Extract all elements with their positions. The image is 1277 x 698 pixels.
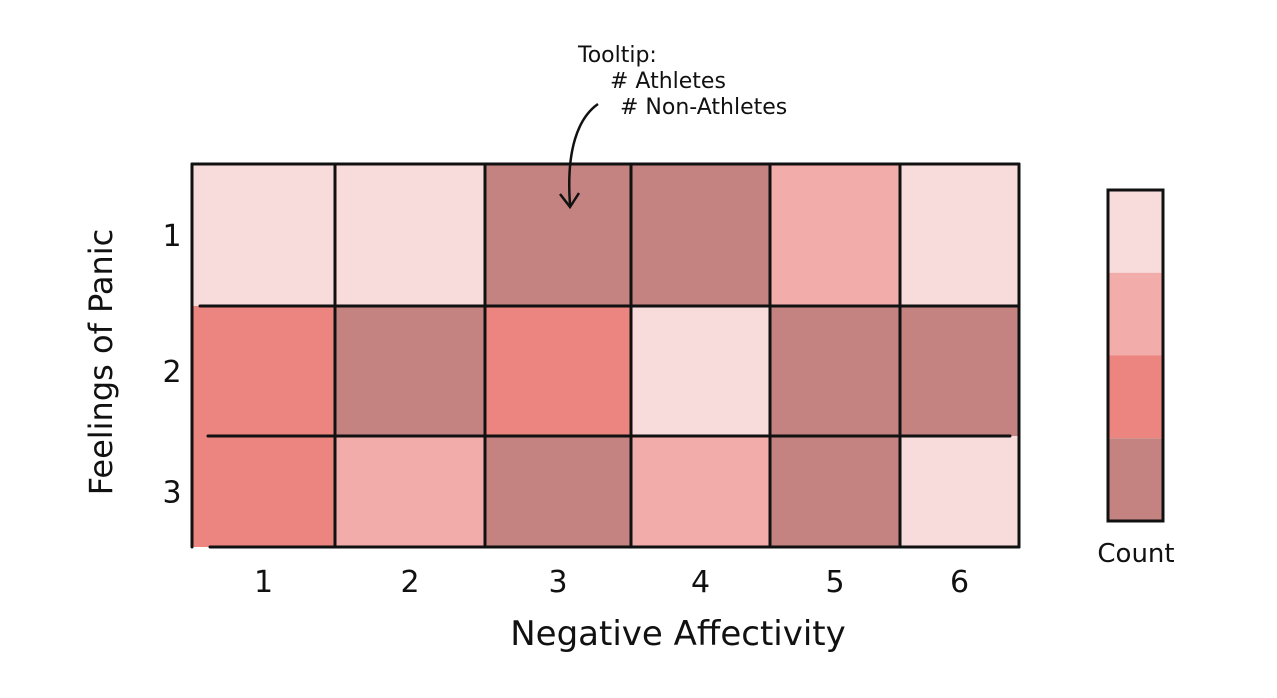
heatmap-cell-r2-c4[interactable] [631, 306, 770, 436]
x-axis-label: Negative Affectivity [510, 614, 845, 654]
annotation-line-3: # Non-Athletes [620, 95, 787, 120]
heatmap-cell-r2-c3[interactable] [485, 306, 631, 436]
heatmap-cell-r3-c2[interactable] [335, 436, 485, 547]
heatmap-cell-r1-c6[interactable] [900, 164, 1019, 306]
y-tick-1: 1 [162, 219, 181, 254]
heatmap-cells [192, 164, 1019, 547]
x-tick-4: 4 [691, 565, 710, 600]
heatmap-cell-r3-c5[interactable] [770, 436, 900, 547]
color-legend [1106, 188, 1165, 523]
legend-swatch-3 [1108, 355, 1163, 439]
x-tick-labels: 1 2 3 4 5 6 [254, 565, 969, 600]
legend-swatch-4 [1108, 438, 1163, 521]
x-tick-1: 1 [254, 565, 273, 600]
legend-frame [1106, 188, 1165, 523]
x-tick-3: 3 [548, 565, 567, 600]
heatmap-cell-r1-c1[interactable] [192, 164, 335, 306]
y-tick-labels: 1 2 3 [162, 219, 181, 511]
heatmap-cell-r1-c4[interactable] [631, 164, 770, 306]
annotation-arrow [568, 102, 599, 206]
legend-title: Count [1097, 539, 1174, 569]
heatmap-cell-r2-c1[interactable] [192, 306, 335, 436]
tooltip-annotation: Tooltip: # Athletes # Non-Athletes [559, 43, 787, 210]
x-tick-2: 2 [400, 565, 419, 600]
heatmap-cell-r1-c2[interactable] [335, 164, 485, 306]
y-axis-label: Feelings of Panic [82, 229, 120, 496]
heatmap-cell-r2-c2[interactable] [335, 306, 485, 436]
annotation-line-1: Tooltip: [577, 43, 657, 68]
annotation-arrowhead [559, 192, 581, 210]
annotation-line-2: # Athletes [610, 69, 726, 94]
x-tick-6: 6 [950, 565, 969, 600]
y-tick-2: 2 [162, 355, 181, 390]
heatmap-cell-r1-c3[interactable] [485, 164, 631, 306]
y-tick-3: 3 [162, 476, 181, 511]
heatmap-cell-r3-c3[interactable] [485, 436, 631, 547]
heatmap-grid [190, 162, 1021, 549]
heatmap-cell-r3-c4[interactable] [631, 436, 770, 547]
legend-swatch-2 [1108, 272, 1163, 356]
heatmap-cell-r2-c5[interactable] [770, 306, 900, 436]
heatmap-cell-r3-c6[interactable] [900, 436, 1019, 547]
heatmap-cell-r1-c5[interactable] [770, 164, 900, 306]
heatmap-cell-r2-c6[interactable] [900, 306, 1019, 436]
heatmap-cell-r3-c1[interactable] [192, 436, 335, 547]
legend-swatch-1 [1108, 190, 1163, 273]
x-tick-5: 5 [825, 565, 844, 600]
